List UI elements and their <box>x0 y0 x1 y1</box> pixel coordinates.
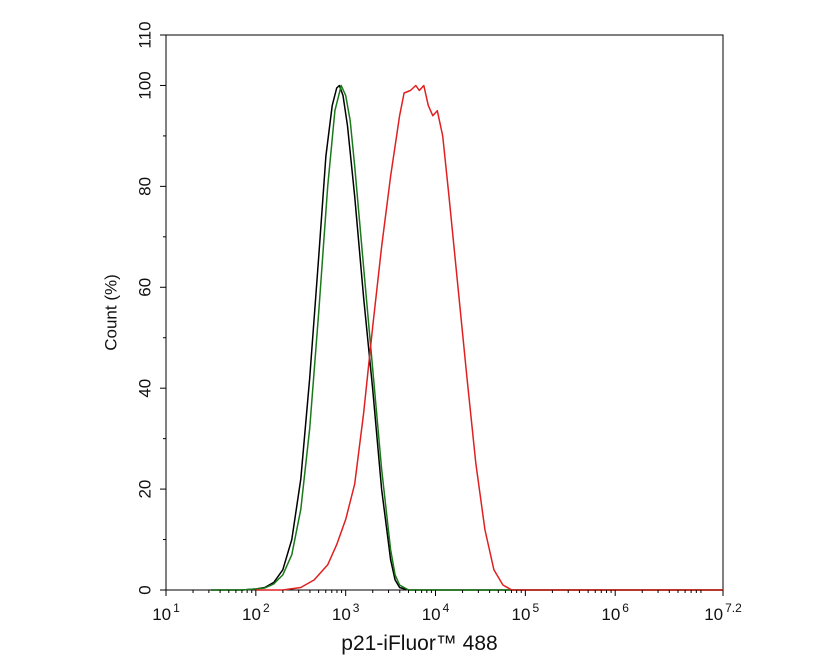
series-layer <box>210 84 723 591</box>
y-tick-label: 80 <box>135 177 154 196</box>
series-line-2 <box>210 84 723 591</box>
y-tick-label: 20 <box>135 480 154 499</box>
x-tick-label: 10 1 <box>152 601 180 624</box>
y-tick-label: 40 <box>135 379 154 398</box>
y-tick-label: 100 <box>135 71 154 99</box>
y-tick-label: 110 <box>135 21 154 48</box>
x-tick-label: 10 5 <box>512 601 540 624</box>
x-tick-label: 10 4 <box>422 601 450 624</box>
x-tick-label: 10 3 <box>332 601 360 624</box>
plot-area <box>165 34 724 591</box>
x-axis: 10 1 10 2 10 3 10 4 10 5 10 6 10 7.2 <box>152 590 742 624</box>
y-axis-label: Count (%) <box>101 274 120 351</box>
x-tick-label: 10 2 <box>242 601 270 624</box>
y-axis: 0 20 40 60 80 100 110 <box>135 21 166 595</box>
y-tick-label: 60 <box>135 278 154 297</box>
x-axis-label: p21-iFluor™ 488 <box>341 632 497 655</box>
x-tick-label: 10 7.2 <box>704 601 742 624</box>
x-tick-label: 10 6 <box>601 601 629 624</box>
plot-frame <box>165 34 724 591</box>
series-line-3 <box>255 84 723 591</box>
y-tick-label: 0 <box>135 585 154 594</box>
series-line-1 <box>210 84 723 591</box>
